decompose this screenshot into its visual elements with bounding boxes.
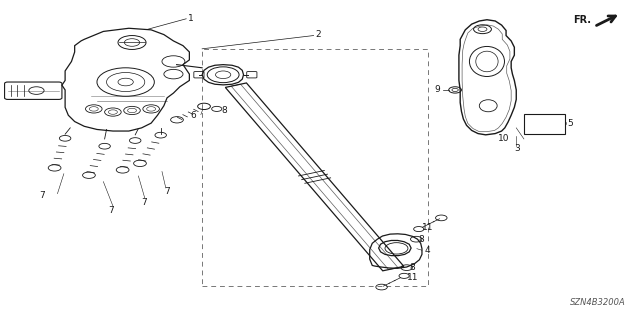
Text: 8: 8 xyxy=(409,263,415,272)
Text: 5: 5 xyxy=(567,119,573,128)
Text: 3: 3 xyxy=(515,144,520,153)
Text: 9: 9 xyxy=(434,85,440,94)
Text: 11: 11 xyxy=(422,223,433,232)
Text: 6: 6 xyxy=(190,111,196,120)
Text: 1: 1 xyxy=(188,14,194,23)
Text: 7: 7 xyxy=(141,198,147,207)
Bar xyxy=(524,114,565,134)
Text: SZN4B3200A: SZN4B3200A xyxy=(570,298,626,307)
Text: 4: 4 xyxy=(424,246,430,255)
Text: FR.: FR. xyxy=(573,15,591,25)
Text: 2: 2 xyxy=(316,30,321,40)
Text: 11: 11 xyxy=(406,273,418,282)
Text: 10: 10 xyxy=(499,134,510,144)
Text: 7: 7 xyxy=(164,187,170,196)
Text: 8: 8 xyxy=(221,106,227,115)
Bar xyxy=(202,49,428,286)
Text: 8: 8 xyxy=(419,235,424,244)
Text: 7: 7 xyxy=(40,191,45,200)
Text: 7: 7 xyxy=(108,206,114,215)
